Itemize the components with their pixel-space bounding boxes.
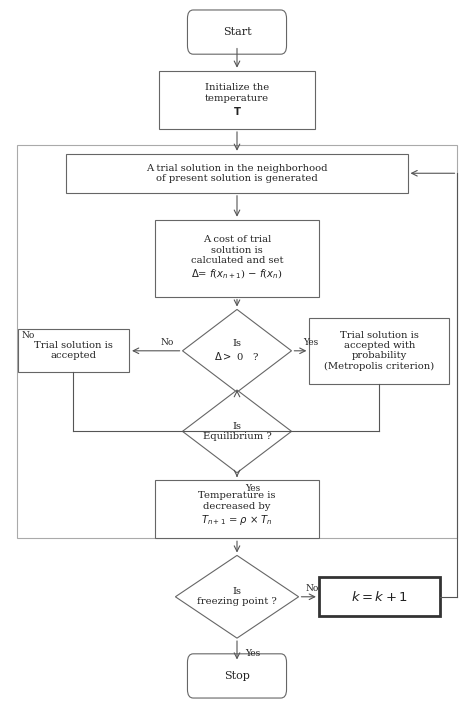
Text: Trial solution is
accepted: Trial solution is accepted bbox=[34, 341, 113, 361]
Text: No: No bbox=[306, 584, 319, 593]
Text: No: No bbox=[161, 338, 174, 347]
FancyBboxPatch shape bbox=[155, 220, 319, 297]
FancyBboxPatch shape bbox=[187, 654, 286, 698]
Text: Yes: Yes bbox=[246, 650, 261, 658]
Text: $k = k + 1$: $k = k + 1$ bbox=[351, 590, 408, 604]
Text: Yes: Yes bbox=[303, 338, 319, 347]
Text: A trial solution in the neighborhood
of present solution is generated: A trial solution in the neighborhood of … bbox=[146, 163, 328, 183]
Text: Stop: Stop bbox=[224, 671, 250, 681]
Polygon shape bbox=[175, 555, 299, 638]
FancyBboxPatch shape bbox=[159, 71, 315, 129]
Text: Is
$\Delta$$>$ 0   ?: Is $\Delta$$>$ 0 ? bbox=[214, 339, 260, 362]
FancyBboxPatch shape bbox=[187, 10, 286, 54]
Text: Start: Start bbox=[223, 27, 251, 37]
Polygon shape bbox=[182, 390, 292, 473]
FancyBboxPatch shape bbox=[18, 329, 129, 372]
FancyBboxPatch shape bbox=[66, 153, 408, 193]
FancyBboxPatch shape bbox=[155, 480, 319, 538]
Text: A cost of trial
solution is
calculated and set
$\Delta$= $f$($x_{n+1}$) $-$ $f$(: A cost of trial solution is calculated a… bbox=[191, 235, 283, 281]
Text: No: No bbox=[21, 331, 35, 339]
Text: Is
freezing point ?: Is freezing point ? bbox=[197, 587, 277, 607]
FancyBboxPatch shape bbox=[319, 578, 440, 616]
Text: Is
Equilibrium ?: Is Equilibrium ? bbox=[202, 421, 272, 441]
Text: Trial solution is
accepted with
probability
(Metropolis criterion): Trial solution is accepted with probabil… bbox=[324, 331, 434, 371]
Text: Initialize the
temperature
$\mathbf{T}$: Initialize the temperature $\mathbf{T}$ bbox=[205, 83, 269, 116]
FancyBboxPatch shape bbox=[309, 318, 449, 384]
Polygon shape bbox=[182, 309, 292, 392]
Text: Temperature is
decreased by
$T_{n+1}$ = $\rho$ $\times$ $T_n$: Temperature is decreased by $T_{n+1}$ = … bbox=[198, 491, 276, 527]
Text: Yes: Yes bbox=[246, 484, 261, 493]
